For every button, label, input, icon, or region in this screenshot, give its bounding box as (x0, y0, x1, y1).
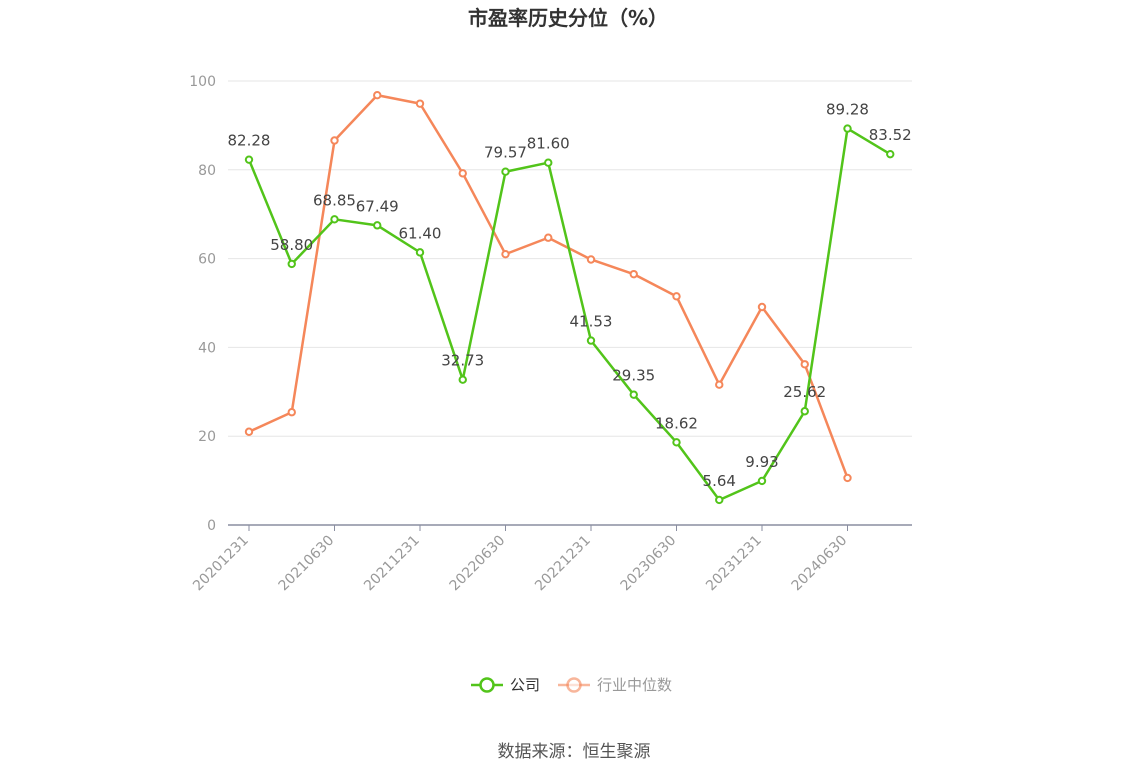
data-point (672, 438, 681, 447)
x-tick-label: 20210630 (276, 533, 338, 595)
legend-marker-icon (479, 677, 495, 693)
data-point (501, 167, 510, 176)
data-point (373, 221, 382, 230)
x-tick-label: 20201231 (190, 533, 252, 595)
data-point (373, 91, 382, 100)
data-point (415, 248, 425, 257)
data-label: 83.52 (869, 126, 912, 144)
data-label: 58.80 (270, 236, 313, 254)
data-point (629, 269, 638, 279)
series-line (247, 127, 891, 502)
y-tick-label: 0 (207, 518, 216, 534)
data-point (843, 124, 852, 133)
data-label: 41.53 (570, 313, 613, 331)
data-label: 9.93 (745, 453, 778, 471)
data-point (415, 99, 425, 108)
data-point (886, 149, 895, 159)
x-tick-label: 20211231 (361, 533, 423, 595)
y-tick-label: 100 (189, 74, 216, 90)
x-tick-label: 20220630 (447, 533, 509, 595)
y-tick-label: 60 (198, 252, 216, 268)
grid-layer (228, 80, 912, 437)
data-label: 25.62 (783, 383, 826, 401)
data-label: 18.62 (655, 414, 698, 432)
data-point (715, 380, 724, 389)
x-tick-label: 20221231 (532, 533, 594, 595)
x-tick-label: 20240630 (789, 533, 851, 595)
y-tick-label: 20 (198, 429, 216, 445)
chart-title: 市盈率历史分位（%） (468, 6, 668, 30)
data-point (544, 158, 553, 167)
data-point (330, 136, 339, 145)
data-point (244, 155, 254, 164)
data-point (586, 255, 596, 264)
data-point (672, 292, 681, 301)
data-point (544, 233, 553, 242)
data-point (757, 476, 767, 486)
source-note: 数据来源：恒生聚源 (498, 742, 651, 762)
data-label: 32.73 (441, 352, 484, 370)
data-label: 89.28 (826, 101, 869, 119)
y-tick-label: 80 (198, 163, 216, 179)
data-point (843, 473, 852, 483)
legend-item[interactable]: 公司 (471, 676, 540, 694)
legend-item[interactable]: 行业中位数 (558, 676, 672, 694)
legend-marker-icon (566, 677, 582, 693)
data-point (501, 249, 510, 259)
data-label: 67.49 (356, 197, 399, 215)
data-point (458, 375, 467, 384)
data-point (800, 360, 809, 369)
data-label: 79.57 (484, 144, 527, 162)
data-point (757, 302, 767, 312)
data-label: 82.28 (228, 132, 271, 150)
data-point (629, 390, 638, 399)
data-label: 5.64 (703, 472, 736, 490)
data-point (244, 427, 254, 436)
y-tick-label: 40 (198, 340, 216, 356)
legend-label: 行业中位数 (597, 676, 672, 694)
legend[interactable]: 公司 行业中位数 (471, 676, 672, 694)
data-point (715, 495, 724, 505)
legend-label: 公司 (510, 676, 540, 694)
data-point (330, 215, 339, 224)
data-label: 61.40 (399, 224, 442, 242)
data-point (287, 259, 296, 269)
data-point (458, 169, 467, 178)
data-label: 81.60 (527, 135, 570, 153)
data-point (586, 336, 596, 345)
data-label: 29.35 (612, 367, 655, 385)
data-point (287, 408, 296, 417)
data-point (800, 407, 809, 416)
data-label: 68.85 (313, 191, 356, 209)
x-tick-label: 20231231 (703, 533, 765, 595)
series-layer (244, 91, 895, 505)
x-tick-label: 20230630 (618, 533, 680, 595)
